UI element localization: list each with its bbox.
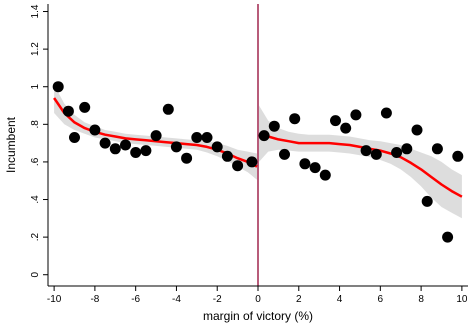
scatter-point xyxy=(350,109,362,121)
y-tick-label: .6 xyxy=(30,157,41,166)
scatter-point xyxy=(246,156,258,168)
x-tick-label: -2 xyxy=(213,294,222,305)
scatter-point xyxy=(309,162,321,174)
y-tick-label: 1 xyxy=(30,83,41,89)
x-tick-label: -10 xyxy=(47,294,62,305)
scatter-point xyxy=(150,130,162,142)
scatter-point xyxy=(170,141,182,153)
scatter-point xyxy=(411,124,423,136)
scatter-point xyxy=(181,152,193,164)
scatter-point xyxy=(401,143,413,155)
scatter-point xyxy=(340,122,352,134)
x-tick-label: 6 xyxy=(378,294,384,305)
scatter-point xyxy=(130,147,142,158)
x-tick-label: 4 xyxy=(337,294,343,305)
scatter-point xyxy=(391,147,403,158)
y-axis-title: Incumbent xyxy=(4,116,18,173)
scatter-point xyxy=(211,141,223,153)
scatter-point xyxy=(62,105,74,117)
x-tick-label: 8 xyxy=(418,294,424,305)
y-tick-label: 1.4 xyxy=(30,4,41,18)
scatter-point xyxy=(191,132,203,143)
scatter-point xyxy=(431,143,443,155)
scatter-point xyxy=(299,158,311,170)
x-tick-label: -8 xyxy=(90,294,99,305)
x-tick-label: 10 xyxy=(456,294,468,305)
scatter-point xyxy=(330,115,341,127)
confidence-band-right xyxy=(259,105,462,219)
scatter-point xyxy=(162,103,174,115)
scatter-point xyxy=(89,124,101,136)
x-axis-title: margin of victory (%) xyxy=(203,309,313,323)
x-tick-label: 0 xyxy=(255,294,261,305)
scatter-point xyxy=(289,113,301,125)
x-tick-label: -6 xyxy=(131,294,140,305)
scatter-point xyxy=(370,148,382,160)
axes: -10 -8 -6 -4 -2 0 2 4 6 8 10 0 .2 .4 .6 .8 1 1.2 1.4 xyxy=(30,4,468,305)
scatter-point xyxy=(140,145,152,157)
scatter-point xyxy=(380,107,392,119)
scatter-point xyxy=(221,150,233,162)
scatter-point xyxy=(360,145,372,157)
scatter-point xyxy=(120,139,131,151)
scatter-point xyxy=(452,150,464,162)
y-tick-label: .8 xyxy=(30,120,41,129)
scatter-point xyxy=(421,195,433,207)
scatter-point xyxy=(79,101,91,113)
scatter-point xyxy=(279,148,290,160)
scatter-point xyxy=(109,143,121,155)
scatter-point xyxy=(258,130,270,142)
x-tick-label: 2 xyxy=(296,294,302,305)
scatter-point xyxy=(319,169,331,181)
scatter-point xyxy=(52,81,64,93)
scatter-point xyxy=(69,132,80,143)
fit-line-right xyxy=(258,133,463,198)
scatter-point xyxy=(201,132,213,143)
scatter-points xyxy=(52,81,464,243)
scatter-point xyxy=(99,137,111,149)
y-tick-label: 0 xyxy=(30,271,41,277)
scatter-point xyxy=(232,160,244,172)
y-tick-label: 1.2 xyxy=(30,42,41,56)
y-tick-label: .4 xyxy=(30,195,41,204)
x-tick-label: -4 xyxy=(172,294,181,305)
y-tick-label: .2 xyxy=(30,232,41,241)
scatter-point xyxy=(268,120,280,132)
scatter-point xyxy=(442,231,454,243)
